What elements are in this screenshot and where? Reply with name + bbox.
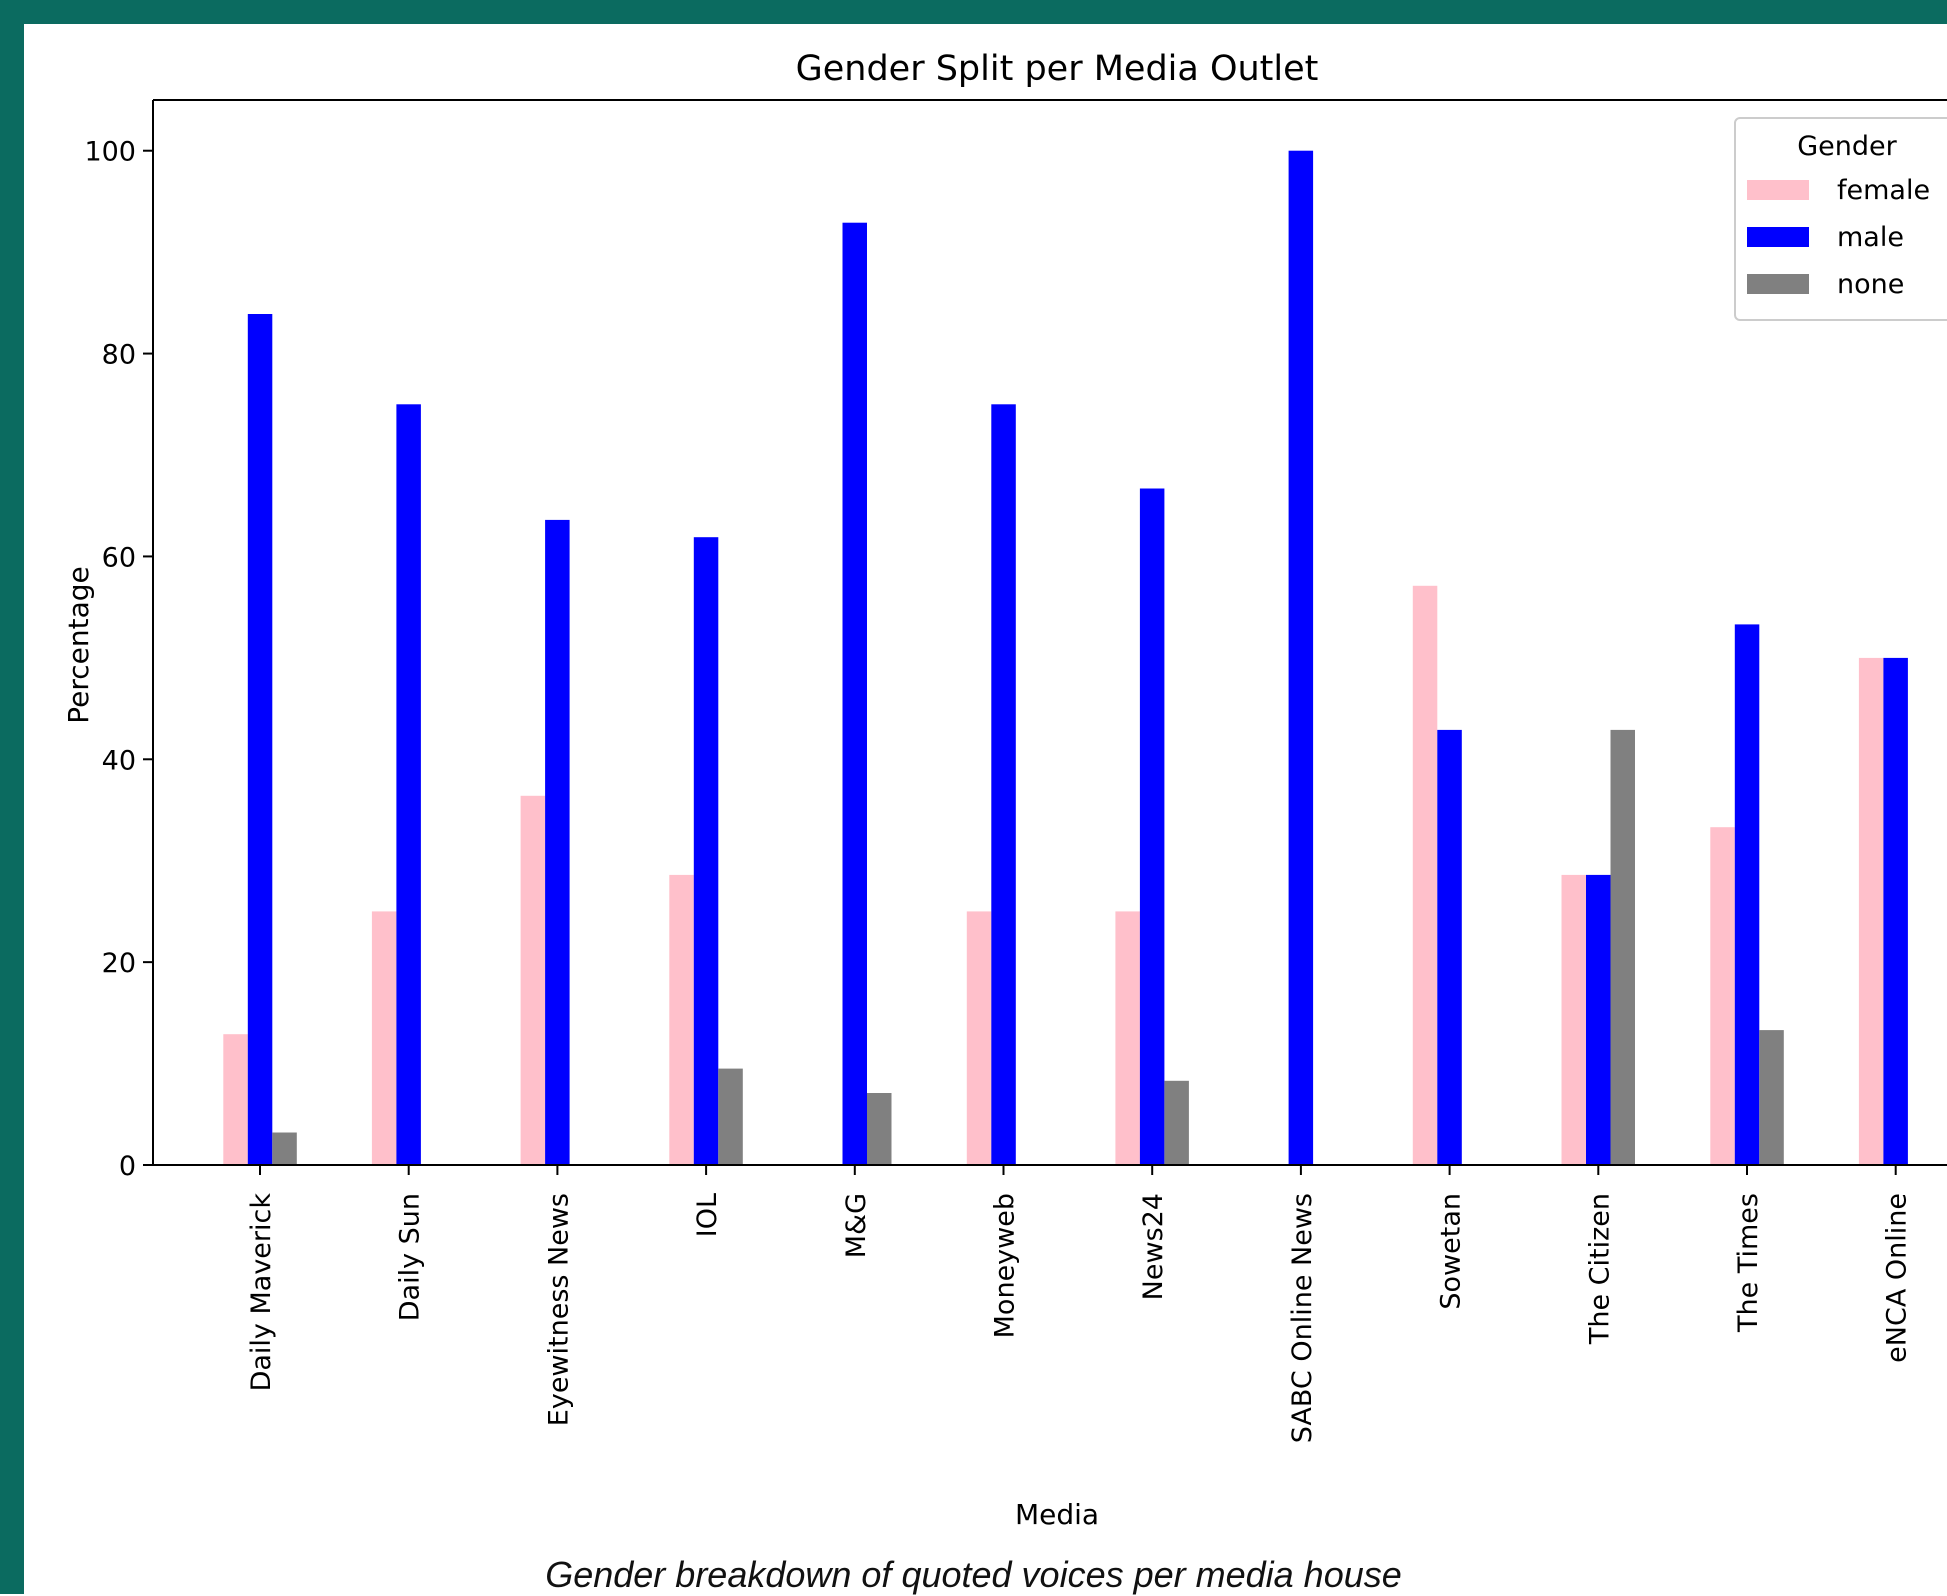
x-tick-label-daily-sun: Daily Sun xyxy=(395,1193,426,1321)
x-tick-label-m-g: M&G xyxy=(841,1193,872,1258)
bar-the-citizen-none xyxy=(1610,729,1635,1165)
bar-sowetan-female xyxy=(1412,585,1438,1165)
x-tick-label-sabc-online-news: SABC Online News xyxy=(1287,1193,1318,1443)
x-tick-label-enca-online: eNCA Online xyxy=(1882,1193,1913,1363)
bar-sowetan-male xyxy=(1437,729,1462,1165)
x-tick-label-iol: IOL xyxy=(692,1193,723,1237)
bar-daily-maverick-male xyxy=(247,314,273,1165)
bar-iol-none xyxy=(718,1068,743,1165)
legend-label-none: none xyxy=(1837,269,1904,300)
figure-caption: Gender breakdown of quoted voices per me… xyxy=(545,1554,1402,1595)
x-tick-label-daily-maverick: Daily Maverick xyxy=(246,1193,277,1392)
x-tick-label-the-citizen: The Citizen xyxy=(1584,1193,1615,1345)
bar-m-g-none xyxy=(867,1093,892,1165)
bar-daily-maverick-none xyxy=(272,1132,297,1165)
bar-eyewitness-news-female xyxy=(520,795,546,1165)
bar-news24-male xyxy=(1139,488,1165,1165)
bar-iol-male xyxy=(693,537,719,1165)
y-tick-label-40: 40 xyxy=(102,745,136,776)
frame-left-border xyxy=(0,0,24,1594)
bar-news24-female xyxy=(1115,911,1140,1165)
bar-daily-sun-male xyxy=(396,404,421,1165)
bar-enca-online-female xyxy=(1858,657,1884,1165)
legend-label-male: male xyxy=(1837,222,1904,253)
y-tick-label-0: 0 xyxy=(119,1151,136,1182)
legend: Gender female male none xyxy=(1734,117,1947,321)
bar-iol-female xyxy=(669,874,694,1165)
bar-eyewitness-news-male xyxy=(545,519,570,1165)
y-tick-label-80: 80 xyxy=(102,340,136,371)
bar-news24-none xyxy=(1164,1080,1189,1165)
bar-m-g-male xyxy=(842,222,867,1165)
y-tick-label-20: 20 xyxy=(102,948,136,979)
bar-the-citizen-female xyxy=(1561,874,1586,1165)
bar-moneyweb-male xyxy=(991,404,1016,1165)
bar-the-times-none xyxy=(1759,1030,1784,1165)
bar-the-times-male xyxy=(1734,624,1760,1165)
x-axis-label: Media xyxy=(1015,1498,1099,1531)
frame-top-border xyxy=(0,0,1947,24)
bar-the-citizen-male xyxy=(1586,874,1611,1165)
legend-swatch-none xyxy=(1747,274,1809,294)
legend-swatch-female xyxy=(1747,180,1809,200)
y-tick-label-60: 60 xyxy=(102,542,136,573)
bar-daily-sun-female xyxy=(371,911,397,1165)
bar-the-times-female xyxy=(1710,827,1735,1165)
y-axis-label: Percentage xyxy=(62,566,95,724)
axes-group: 0 20 40 60 80 100 Daily Maverick Daily Sun Eyewi… xyxy=(84,99,1947,1443)
x-tick-label-moneyweb: Moneyweb xyxy=(990,1193,1021,1338)
x-tick-label-news24: News24 xyxy=(1138,1193,1169,1300)
legend-box xyxy=(1734,117,1947,321)
bar-daily-maverick-female xyxy=(223,1034,248,1165)
legend-title: Gender xyxy=(1797,131,1897,162)
bar-moneyweb-female xyxy=(966,911,992,1165)
chart-title: Gender Split per Media Outlet xyxy=(796,49,1319,89)
x-tick-label-sowetan: Sowetan xyxy=(1436,1193,1467,1310)
x-tick-label-the-times: The Times xyxy=(1733,1193,1764,1333)
bar-sabc-online-news-male xyxy=(1288,150,1314,1165)
legend-label-female: female xyxy=(1837,175,1930,206)
legend-swatch-male xyxy=(1747,227,1809,247)
y-tick-label-100: 100 xyxy=(84,137,136,168)
x-tick-label-eyewitness-news: Eyewitness News xyxy=(543,1193,574,1426)
bars-group xyxy=(223,150,1908,1165)
bar-enca-online-male xyxy=(1883,657,1908,1165)
